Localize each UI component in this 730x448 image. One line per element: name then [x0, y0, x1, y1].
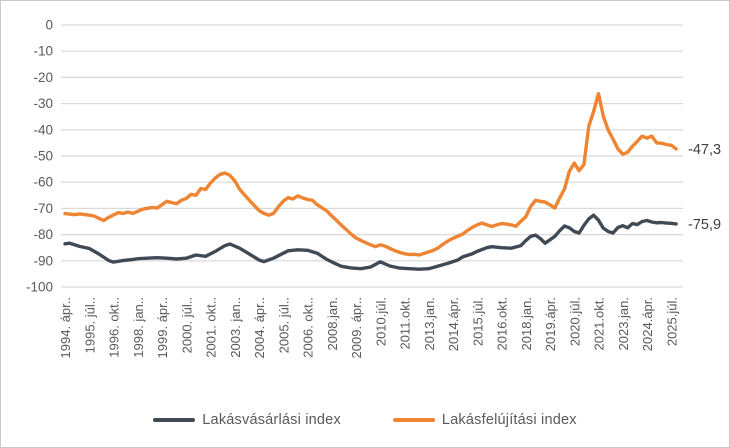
- x-axis-tick-label: 2008.jan.: [325, 297, 340, 351]
- legend-swatch-orange-line: [392, 418, 435, 422]
- x-axis-tick-label: 2016.okt.: [495, 297, 510, 351]
- x-axis-tick-label: 2005. júl..: [276, 297, 291, 353]
- x-axis-tick-label: 2023.jan.: [616, 297, 631, 351]
- y-axis-tick-label: -20: [33, 70, 53, 85]
- x-axis-tick-label: 2010.júl.: [373, 297, 388, 346]
- x-axis-tick-label: 2009. ápr..: [349, 297, 364, 358]
- x-axis-tick-label: 1996. okt..: [107, 297, 122, 358]
- x-axis-tick-label: 1994. ápr..: [58, 297, 73, 358]
- x-axis-tick-label: 2015.júl.: [470, 297, 485, 346]
- x-axis-tick-label: 1998. jan..: [131, 297, 146, 358]
- series-line-lak-sv-s-rl-si-index: [63, 213, 678, 271]
- y-axis-tick-label: -30: [33, 96, 53, 111]
- y-axis-tick-label: 0: [45, 18, 53, 33]
- x-axis-tick-label: 2018.jan.: [519, 297, 534, 351]
- x-axis-tick-label: 2003. jan..: [228, 297, 243, 358]
- x-axis-tick-label: 2019.ápr.: [543, 297, 558, 351]
- legend-item-lakasvasarlasi: Lakásvásárlási index: [153, 412, 341, 428]
- y-axis-tick-label: -10: [33, 44, 53, 59]
- x-axis-tick-label: 2000. júl..: [179, 297, 194, 353]
- x-axis-tick-label: 2004. ápr..: [252, 297, 267, 358]
- x-axis-tick-label: 1999. ápr..: [155, 297, 170, 358]
- series-line-lak-sfel-j-t-si-index: [63, 91, 678, 257]
- x-axis-tick-label: 2001. okt..: [204, 297, 219, 358]
- legend-swatch-dark-line: [153, 418, 196, 422]
- legend-item-lakasfelujitasi: Lakásfelújítási index: [392, 412, 577, 428]
- x-axis-tick-label: 2006. okt..: [301, 297, 316, 358]
- series-end-value-label: -75,9: [688, 217, 721, 233]
- chart-legend: Lakásvásárlási index Lakásfelújítási ind…: [1, 404, 729, 436]
- y-axis-tick-label: -80: [33, 227, 53, 242]
- x-axis-tick-label: 2025.júl.: [664, 297, 679, 346]
- x-axis-tick-label: 2013.jan.: [422, 297, 437, 351]
- legend-label-lakasvasarlasi: Lakásvásárlási index: [202, 412, 341, 428]
- x-axis-tick-label: 2024.ápr.: [640, 297, 655, 351]
- y-axis-tick-label: -100: [26, 280, 53, 295]
- x-axis-tick-label: 1995. júl..: [82, 297, 97, 353]
- y-axis-tick-label: -70: [33, 201, 53, 216]
- x-axis-tick-label: 2011.okt.: [398, 297, 413, 350]
- x-axis-tick-label: 2014.ápr.: [446, 297, 461, 351]
- x-axis-tick-label: 2020.júl.: [567, 297, 582, 346]
- legend-label-lakasfelujitasi: Lakásfelújítási index: [441, 412, 577, 428]
- y-axis-tick-label: -90: [33, 253, 53, 268]
- y-axis-tick-label: -60: [33, 175, 53, 190]
- y-axis-tick-label: -40: [33, 122, 53, 137]
- y-axis-tick-label: -50: [33, 149, 53, 164]
- series-end-value-label: -47,3: [688, 142, 721, 158]
- x-axis-tick-label: 2021.okt.: [592, 297, 607, 351]
